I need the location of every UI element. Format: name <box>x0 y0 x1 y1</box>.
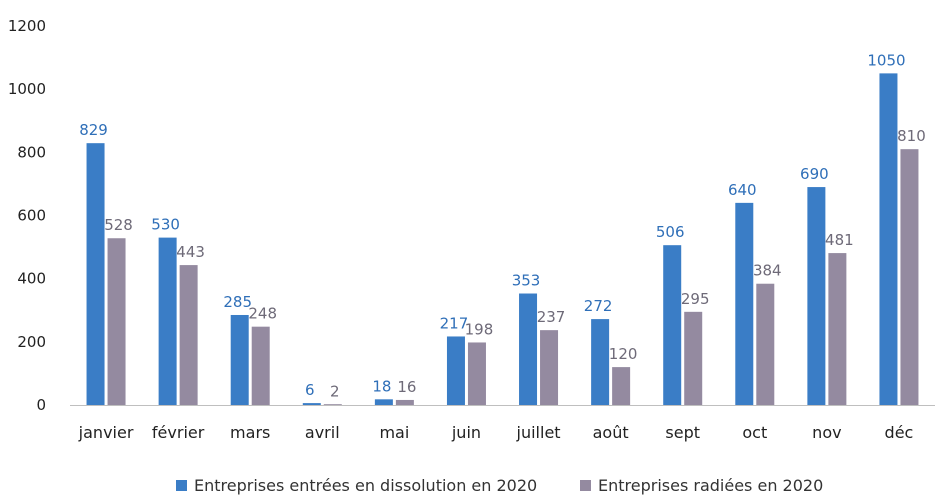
x-category-label: février <box>152 423 205 442</box>
value-label-radiees: 295 <box>681 290 710 308</box>
value-label-dissolution: 217 <box>440 314 469 332</box>
x-category-label: juillet <box>516 423 561 442</box>
y-tick-label: 400 <box>17 270 46 288</box>
value-label-dissolution: 285 <box>223 293 252 311</box>
bar-radiees <box>467 342 486 405</box>
value-label-dissolution: 18 <box>372 377 391 395</box>
value-label-dissolution: 530 <box>151 216 180 234</box>
bar-radiees <box>251 326 270 405</box>
value-label-radiees: 528 <box>104 216 133 234</box>
x-category-label: mars <box>230 423 270 442</box>
value-label-radiees: 481 <box>825 231 854 249</box>
legend: Entreprises entrées en dissolution en 20… <box>176 476 823 495</box>
value-label-radiees: 16 <box>397 378 416 396</box>
value-label-radiees: 384 <box>753 262 782 280</box>
value-label-radiees: 443 <box>176 243 205 261</box>
bar-dissolution <box>446 336 465 405</box>
legend-label-radiees: Entreprises radiées en 2020 <box>598 476 823 495</box>
x-category-label: août <box>593 423 629 442</box>
bar-dissolution <box>519 293 538 405</box>
bar-radiees <box>540 330 559 405</box>
bar-dissolution <box>302 403 321 405</box>
y-tick-label: 200 <box>17 333 46 351</box>
bar-radiees <box>756 283 775 405</box>
value-label-dissolution: 1050 <box>867 51 905 69</box>
value-label-radiees: 248 <box>248 305 277 323</box>
y-tick-label: 800 <box>17 143 46 161</box>
bar-radiees <box>900 149 919 405</box>
value-label-radiees: 237 <box>537 308 566 326</box>
bar-radiees <box>684 311 703 405</box>
x-category-label: avril <box>305 423 340 442</box>
legend-swatch-radiees <box>580 480 591 491</box>
y-tick-label: 1000 <box>8 80 46 98</box>
bar-dissolution <box>591 319 610 405</box>
bar-dissolution <box>230 314 249 405</box>
value-label-radiees: 2 <box>330 382 340 400</box>
value-label-dissolution: 353 <box>512 272 541 290</box>
y-tick-label: 0 <box>36 396 46 414</box>
bar-dissolution <box>86 143 105 405</box>
bar-radiees <box>179 265 198 405</box>
y-tick-label: 1200 <box>8 17 46 35</box>
x-category-label: oct <box>742 423 767 442</box>
x-category-label: déc <box>885 423 914 442</box>
value-label-dissolution: 6 <box>305 381 315 399</box>
legend-label-dissolution: Entreprises entrées en dissolution en 20… <box>194 476 537 495</box>
bar-dissolution <box>663 245 682 405</box>
value-label-dissolution: 640 <box>728 181 757 199</box>
bar-dissolution <box>374 399 393 405</box>
bar-radiees <box>323 404 342 405</box>
value-label-dissolution: 272 <box>584 297 613 315</box>
value-label-radiees: 810 <box>897 127 926 145</box>
x-category-label: janvier <box>78 423 134 442</box>
bar-dissolution <box>879 73 898 405</box>
value-label-dissolution: 506 <box>656 223 685 241</box>
x-category-label: mai <box>379 423 409 442</box>
bar-dissolution <box>735 202 754 405</box>
value-label-radiees: 198 <box>465 320 494 338</box>
x-category-label: nov <box>812 423 841 442</box>
bar-radiees <box>612 367 631 405</box>
bars <box>86 73 919 405</box>
bar-radiees <box>828 253 847 405</box>
legend-swatch-dissolution <box>176 480 187 491</box>
value-label-dissolution: 829 <box>79 121 108 139</box>
bar-radiees <box>395 399 414 405</box>
value-label-radiees: 120 <box>609 345 638 363</box>
bar-dissolution <box>158 237 177 405</box>
x-category-label: juin <box>451 423 481 442</box>
y-tick-label: 600 <box>17 207 46 225</box>
x-axis: janvier février mars avril mai juin juillet aoû… <box>70 405 935 442</box>
y-axis: 0 200 400 600 800 1000 1200 <box>8 17 46 414</box>
x-category-label: sept <box>665 423 700 442</box>
bar-radiees <box>107 238 126 405</box>
value-label-dissolution: 690 <box>800 165 829 183</box>
bar-dissolution <box>807 187 826 405</box>
